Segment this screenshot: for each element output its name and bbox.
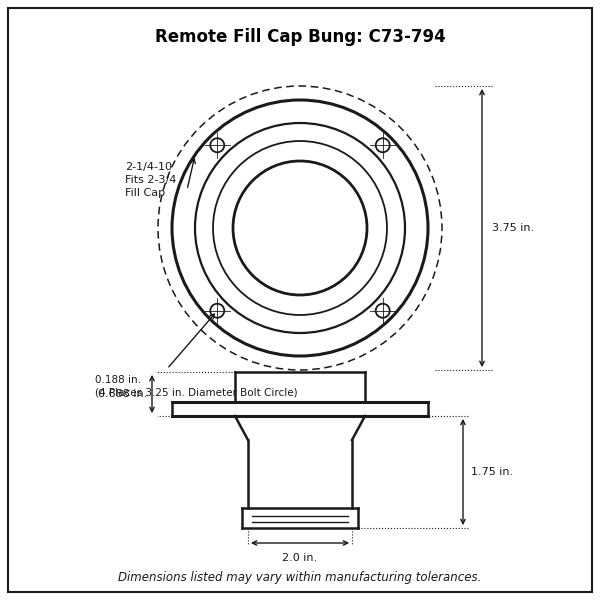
Text: 2-1/4-10
Fits 2-3/4
Fill Cap: 2-1/4-10 Fits 2-3/4 Fill Cap	[125, 162, 176, 198]
Text: 0.688 in.: 0.688 in.	[98, 389, 147, 399]
Text: 0.188 in.
(4 Places 3.25 in. Diameter Bolt Circle): 0.188 in. (4 Places 3.25 in. Diameter Bo…	[95, 375, 298, 397]
Text: Dimensions listed may vary within manufacturing tolerances.: Dimensions listed may vary within manufa…	[118, 571, 482, 584]
Text: 3.75 in.: 3.75 in.	[492, 223, 534, 233]
Text: 1.75 in.: 1.75 in.	[471, 467, 513, 477]
Text: Remote Fill Cap Bung: C73-794: Remote Fill Cap Bung: C73-794	[155, 28, 445, 46]
Text: 2.0 in.: 2.0 in.	[283, 553, 317, 563]
